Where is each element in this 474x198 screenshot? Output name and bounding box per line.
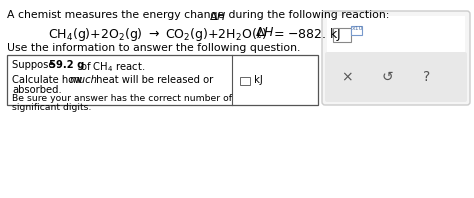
Text: much: much bbox=[70, 75, 98, 85]
FancyBboxPatch shape bbox=[322, 11, 470, 105]
Bar bbox=[327, 16, 465, 52]
Text: kJ: kJ bbox=[251, 75, 263, 85]
Text: x10: x10 bbox=[352, 26, 364, 31]
Bar bbox=[7, 55, 318, 105]
Text: absorbed.: absorbed. bbox=[12, 85, 62, 95]
Text: ?: ? bbox=[423, 70, 430, 84]
Text: = $-$882. kJ: = $-$882. kJ bbox=[273, 26, 341, 43]
Bar bbox=[240, 77, 250, 85]
Text: significant digits.: significant digits. bbox=[12, 103, 91, 112]
Text: heat will be released or: heat will be released or bbox=[93, 75, 213, 85]
Text: A chemist measures the energy change: A chemist measures the energy change bbox=[7, 10, 228, 20]
Text: Calculate how: Calculate how bbox=[12, 75, 85, 85]
Text: ×: × bbox=[341, 70, 353, 84]
Text: of CH$_4$ react.: of CH$_4$ react. bbox=[77, 60, 146, 74]
Text: during the following reaction:: during the following reaction: bbox=[225, 10, 389, 20]
Text: 59.2 g: 59.2 g bbox=[49, 60, 84, 70]
Text: CH$_4$(g)+2O$_2$(g) $\rightarrow$ CO$_2$(g)+2H$_2$O($\ell$): CH$_4$(g)+2O$_2$(g) $\rightarrow$ CO$_2$… bbox=[48, 26, 267, 43]
Text: ↺: ↺ bbox=[381, 70, 393, 84]
Bar bbox=[351, 26, 362, 35]
Text: Use the information to answer the following question.: Use the information to answer the follow… bbox=[7, 43, 301, 53]
Bar bbox=[333, 28, 351, 42]
Text: $\Delta H$: $\Delta H$ bbox=[209, 10, 226, 22]
Text: $\Delta H$: $\Delta H$ bbox=[255, 26, 274, 39]
FancyBboxPatch shape bbox=[325, 52, 467, 102]
Text: Be sure your answer has the correct number of: Be sure your answer has the correct numb… bbox=[12, 94, 232, 103]
Text: Suppose: Suppose bbox=[12, 60, 58, 70]
